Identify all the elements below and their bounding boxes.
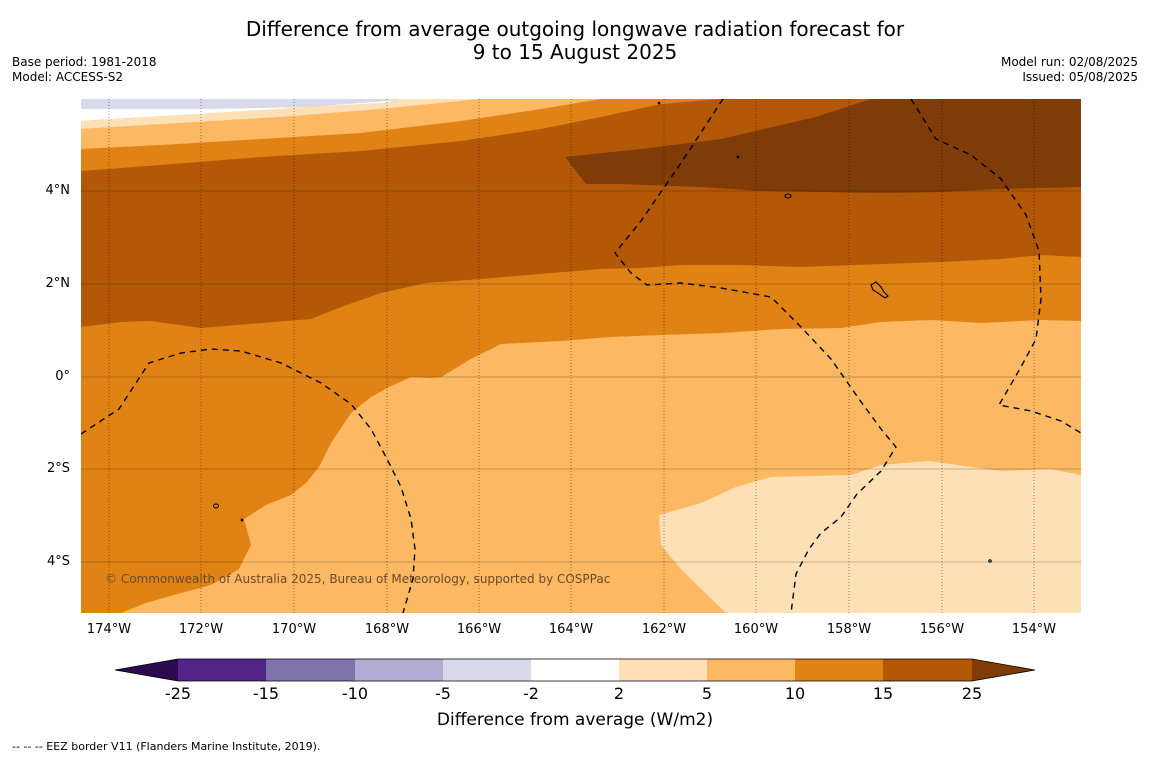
eez-border-central [614, 99, 897, 613]
lon-label-162w: 162°W [641, 622, 687, 637]
lon-label-158w: 158°W [826, 622, 872, 637]
colorbar-tick-10: 10 [784, 684, 806, 703]
island-small-4 [736, 155, 740, 159]
colorbar-tick-m2: -2 [523, 684, 539, 703]
title-line-1: Difference from average outgoing longwav… [245, 17, 905, 41]
grid-lines [81, 190, 1081, 563]
island-small-2 [988, 559, 992, 563]
eez-borders [81, 99, 1081, 613]
colorbar-outline [114, 658, 1036, 682]
colorbar-tick-m10: -10 [341, 684, 369, 703]
base-period: Base period: 1981-2018 [12, 55, 157, 69]
colorbar-tick-m15: -15 [252, 684, 280, 703]
map-title: Difference from average outgoing longwav… [0, 18, 1150, 64]
island-outlines [212, 101, 992, 563]
colorbar-swatch-9 [883, 659, 972, 681]
colorbar-tick-25: 25 [961, 684, 983, 703]
band-2-5-southeast [659, 461, 1081, 613]
colorbar-swatch-5 [531, 659, 620, 681]
colorbar-tick-2: 2 [613, 684, 625, 703]
lat-label-0: 0° [55, 369, 70, 384]
lon-label-170w: 170°W [271, 622, 317, 637]
colorbar-tick-15: 15 [872, 684, 894, 703]
island-southwest [212, 503, 220, 509]
lon-label-166w: 166°W [456, 622, 502, 637]
colorbar-swatch-3 [355, 659, 444, 681]
colorbar-swatch-2 [266, 659, 355, 681]
lat-label-4s: 4°S [46, 554, 70, 569]
band-neutral-top [81, 99, 411, 121]
colorbar-tick-m25: -25 [164, 684, 192, 703]
lat-label-2n: 2°N [45, 276, 71, 291]
model-run: Model run: 02/08/2025 [1000, 55, 1138, 69]
colorbar-swatch-8 [795, 659, 884, 681]
colorbar-tick-5: 5 [701, 684, 713, 703]
lon-label-174w: 174°W [86, 622, 132, 637]
island-small-3 [657, 101, 661, 105]
colorbar-swatch-7 [707, 659, 796, 681]
lon-label-154w: 154°W [1011, 622, 1057, 637]
band-over-25 [565, 99, 1081, 193]
meta-left: Base period: 1981-2018 Model: ACCESS-S2 [12, 55, 157, 85]
island-atoll [870, 281, 889, 299]
band-5-10-top [81, 99, 601, 149]
island-northeast [784, 193, 792, 199]
colorbar-title: Difference from average (W/m2) [436, 710, 714, 730]
title-line-2: 9 to 15 August 2025 [472, 40, 678, 64]
copyright-notice: © Commonwealth of Australia 2025, Bureau… [105, 572, 611, 586]
colorbar-under [115, 659, 178, 681]
lon-label-160w: 160°W [733, 622, 779, 637]
model-name: Model: ACCESS-S2 [12, 70, 124, 84]
lon-label-168w: 168°W [364, 622, 410, 637]
forecast-map [81, 99, 1081, 613]
colorbar-swatch-1 [178, 659, 267, 681]
lon-label-164w: 164°W [548, 622, 594, 637]
lat-label-2s: 2°S [46, 461, 70, 476]
map-area [81, 99, 1081, 613]
colorbar-over [972, 659, 1035, 681]
eez-border-west [81, 348, 416, 613]
colorbar-tick-m5: -5 [435, 684, 451, 703]
band-neg-2-5-top [81, 99, 401, 109]
eez-legend-note: -- -- -- EEZ border V11 (Flanders Marine… [12, 740, 321, 753]
band-2-5-top [81, 99, 481, 129]
island-small-1 [240, 518, 244, 522]
colorbar [114, 658, 1036, 682]
lon-label-172w: 172°W [178, 622, 224, 637]
lon-label-156w: 156°W [919, 622, 965, 637]
colorbar-swatch-6 [619, 659, 708, 681]
eez-border-east [910, 99, 1081, 434]
colorbar-swatch-4 [443, 659, 532, 681]
lat-label-4n: 4°N [45, 183, 71, 198]
issued-date: Issued: 05/08/2025 [1022, 70, 1138, 84]
meta-right: Model run: 02/08/2025 Issued: 05/08/2025 [1001, 55, 1138, 85]
